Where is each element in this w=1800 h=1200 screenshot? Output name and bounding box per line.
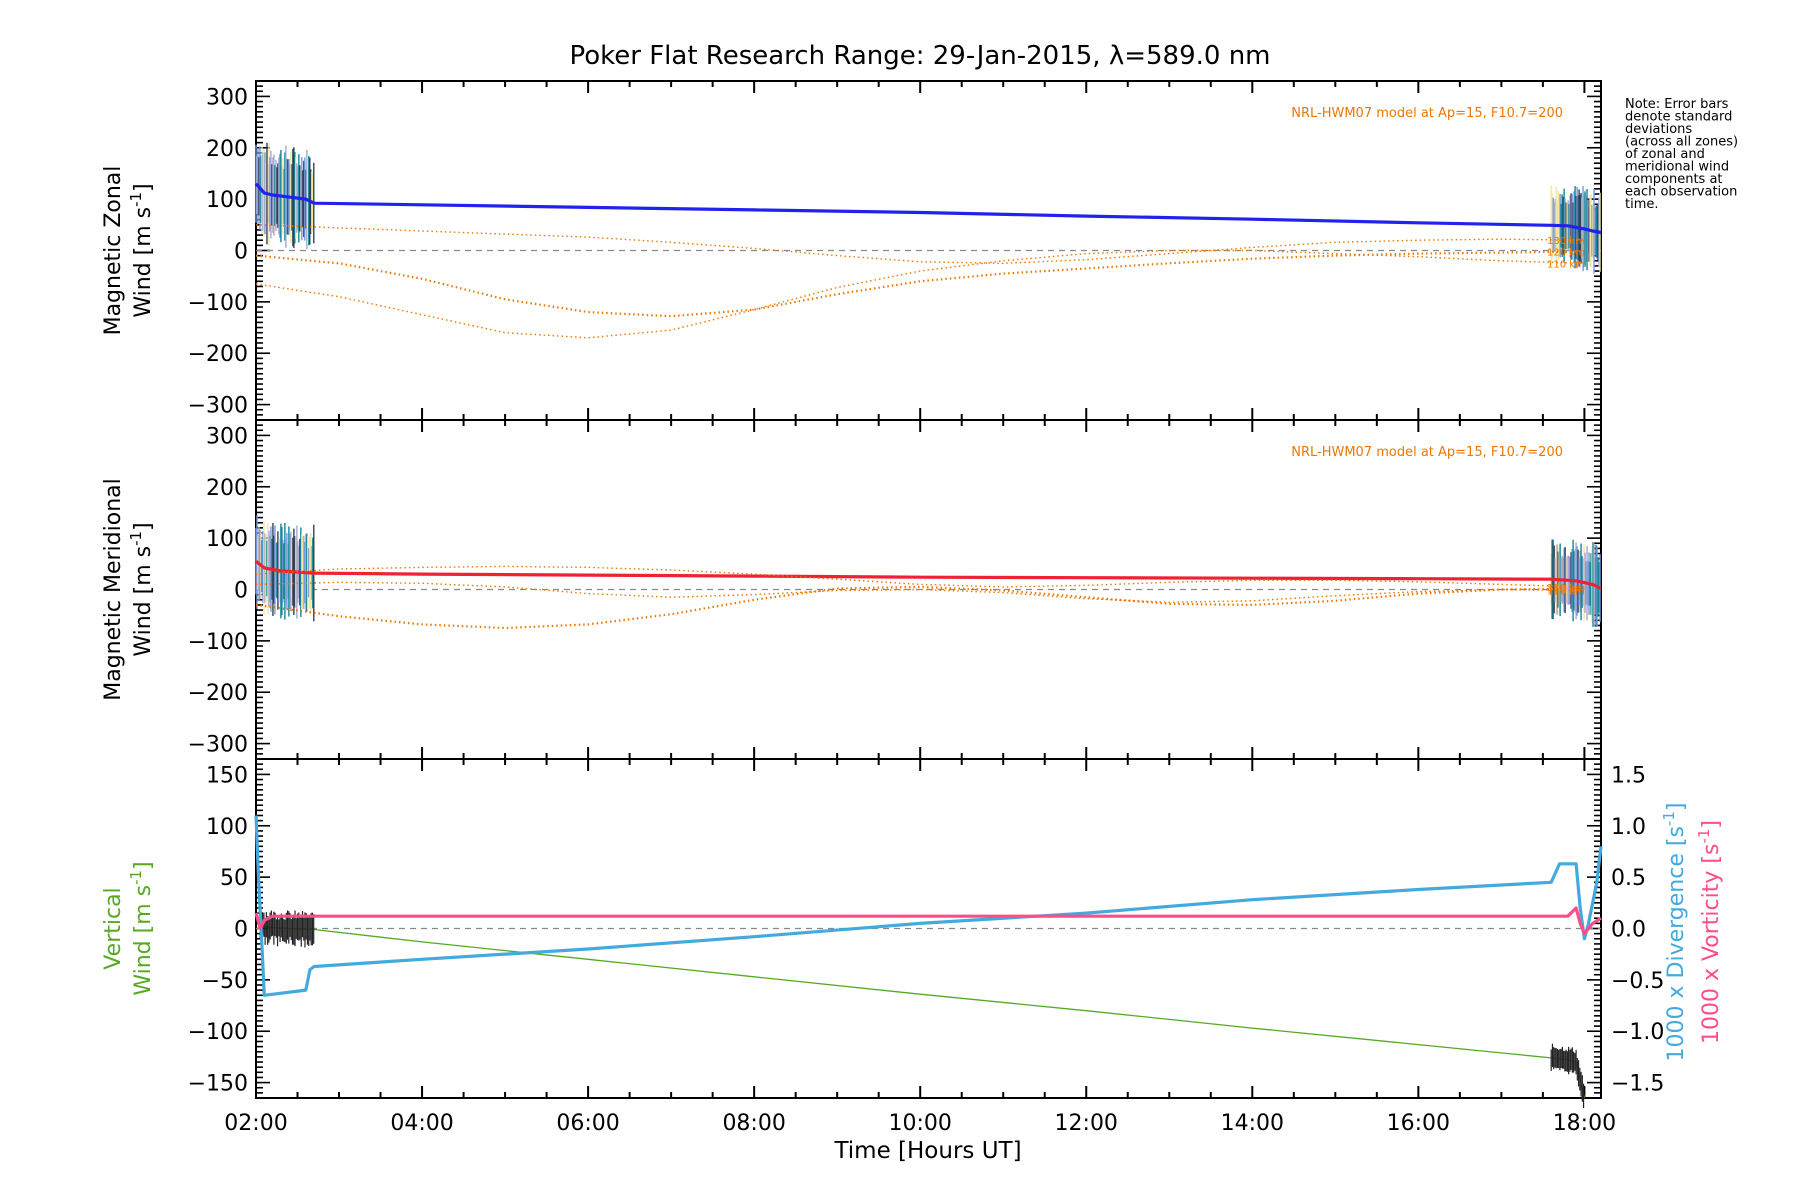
x-tick-label: 08:00 bbox=[722, 1111, 785, 1136]
x-tick-label: 12:00 bbox=[1055, 1111, 1118, 1136]
note-line: each observation bbox=[1625, 185, 1737, 200]
model-altitude-label: 120 km bbox=[1547, 584, 1585, 595]
y-tick-label: −100 bbox=[188, 630, 248, 655]
figure-title: Poker Flat Research Range: 29-Jan-2015, … bbox=[569, 41, 1270, 71]
x-tick-label: 10:00 bbox=[888, 1111, 951, 1136]
series-model-130-km bbox=[255, 224, 1585, 264]
x-tick-label: 18:00 bbox=[1553, 1111, 1616, 1136]
series-model-120-km bbox=[255, 585, 1585, 630]
y-tick-label: −150 bbox=[188, 1072, 248, 1097]
y-label-line1: Vertical bbox=[101, 887, 126, 969]
y-tick-label: 300 bbox=[206, 85, 248, 110]
note-line: time. bbox=[1625, 197, 1659, 212]
y-label-line2: Wind [m s-1] bbox=[127, 183, 156, 317]
model-altitude-label: 110 km bbox=[1547, 259, 1585, 270]
y-tick-label: 100 bbox=[206, 188, 248, 213]
model-altitude-label: 130 km bbox=[1547, 236, 1585, 247]
x-tick-label: 06:00 bbox=[556, 1111, 619, 1136]
y-tick-label: 200 bbox=[206, 137, 248, 162]
y-tick-label: −300 bbox=[188, 394, 248, 419]
y2-tick-label: −0.5 bbox=[1611, 969, 1664, 994]
y-tick-label: −300 bbox=[188, 733, 248, 758]
y-tick-label: 150 bbox=[206, 763, 248, 788]
model-altitude-label: 110 km bbox=[1547, 587, 1585, 598]
x-tick-label: 02:00 bbox=[224, 1111, 287, 1136]
series-1000-x-divergence bbox=[254, 815, 1603, 997]
x-axis-label: Time [Hours UT] bbox=[833, 1138, 1021, 1164]
y-tick-label: −50 bbox=[202, 969, 248, 994]
note-line: deviations bbox=[1625, 122, 1692, 137]
y-tick-label: 0 bbox=[234, 240, 248, 265]
series-model-110-km bbox=[255, 249, 1585, 339]
y-tick-label: −200 bbox=[188, 681, 248, 706]
y-tick-label: 100 bbox=[206, 527, 248, 552]
note-line: components at bbox=[1625, 172, 1723, 187]
y-tick-label: 0 bbox=[234, 579, 248, 604]
y2-label-divergence: 1000 x Divergence [s-1] bbox=[1660, 803, 1689, 1062]
y2-tick-label: 1.5 bbox=[1611, 763, 1646, 788]
y-tick-label: −200 bbox=[188, 342, 248, 367]
y-tick-label: −100 bbox=[188, 291, 248, 316]
y2-tick-label: −1.0 bbox=[1611, 1020, 1664, 1045]
series-magnetic-zonal-wind bbox=[254, 182, 1602, 235]
model-label: NRL-HWM07 model at Ap=15, F10.7=200 bbox=[1291, 445, 1563, 460]
x-tick-label: 04:00 bbox=[390, 1111, 453, 1136]
y-tick-label: 300 bbox=[206, 424, 248, 449]
series-1000-x-vorticity bbox=[254, 906, 1602, 936]
note-line: meridional wind bbox=[1625, 160, 1729, 175]
note-line: of zonal and bbox=[1625, 147, 1705, 162]
note-line: denote standard bbox=[1625, 110, 1732, 125]
y2-tick-label: 0.5 bbox=[1611, 866, 1646, 891]
model-label: NRL-HWM07 model at Ap=15, F10.7=200 bbox=[1291, 106, 1563, 121]
y-label-line2: Wind [m s-1] bbox=[127, 522, 156, 656]
note-line: Note: Error bars bbox=[1625, 97, 1729, 112]
y2-tick-label: −1.5 bbox=[1611, 1072, 1664, 1097]
meridional-panel: 300 200 100 0 −100 −200 −300 Magnetic Meridiona… bbox=[101, 419, 1602, 760]
series-vertical-wind bbox=[259, 922, 1586, 1099]
y2-label-vorticity: 1000 x Vorticity [s-1] bbox=[1695, 820, 1724, 1044]
series-model-110-km bbox=[255, 581, 1585, 603]
y2-tick-label: 0.0 bbox=[1611, 918, 1646, 943]
zonal-panel: 300 200 100 0 −100 −200 −300 Magnetic Zonal Wind… bbox=[101, 80, 1602, 421]
x-tick-label: 16:00 bbox=[1387, 1111, 1450, 1136]
y-label-line1: Magnetic Zonal bbox=[101, 166, 126, 336]
series-model-130-km bbox=[255, 565, 1585, 588]
y-label-line2: Wind [m s-1] bbox=[127, 861, 156, 995]
vertical-panel: 1.5 1.0 0.5 0.0 −0.5 −1.0 −1.5 150 100 50 0 −50 −100… bbox=[101, 758, 1724, 1136]
y-tick-label: 50 bbox=[220, 866, 248, 891]
series-magnetic-meridional-wind bbox=[255, 560, 1602, 590]
note-line: (across all zones) bbox=[1625, 135, 1738, 150]
y-tick-label: 0 bbox=[234, 918, 248, 943]
y-tick-label: −100 bbox=[188, 1020, 248, 1045]
y-tick-label: 200 bbox=[206, 476, 248, 501]
series-model-120-km bbox=[255, 250, 1585, 318]
model-altitude-label: 120 km bbox=[1547, 248, 1585, 259]
y2-tick-label: 1.0 bbox=[1611, 815, 1646, 840]
y-tick-label: 100 bbox=[206, 815, 248, 840]
y-label-line1: Magnetic Meridional bbox=[101, 478, 126, 700]
x-tick-label: 14:00 bbox=[1221, 1111, 1284, 1136]
